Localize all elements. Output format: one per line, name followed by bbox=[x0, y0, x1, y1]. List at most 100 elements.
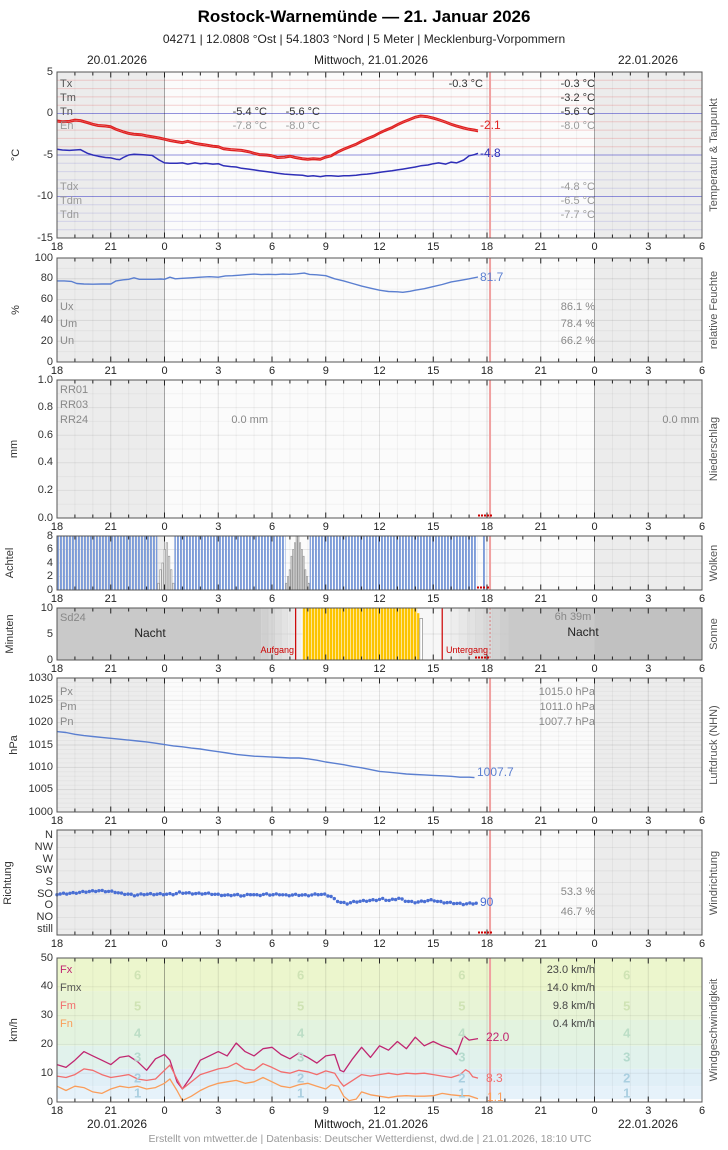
panel-title-label: Luftdruck (NHN) bbox=[708, 705, 720, 785]
y-tick-label: NO bbox=[36, 911, 54, 923]
panel-annotation: -0.3 °C bbox=[560, 78, 595, 90]
hour-tick-label: 6 bbox=[698, 1105, 706, 1117]
y-tick-label: 10 bbox=[40, 1066, 53, 1079]
panel-annotation: 78.4 % bbox=[560, 318, 595, 330]
panel-annotation: 1015.0 hPa bbox=[538, 686, 595, 698]
panel-annotation: 8.3 bbox=[486, 1071, 503, 1085]
y-tick-label: 6 bbox=[46, 543, 53, 555]
axis-unit-label: hPa bbox=[8, 735, 20, 755]
panel-annotation: -5.4 °C bbox=[232, 106, 267, 118]
hour-tick-label: 0 bbox=[161, 365, 168, 377]
hour-tick-label: 0 bbox=[161, 1105, 168, 1117]
panel-annotation: -7.7 °C bbox=[560, 209, 595, 221]
beaufort-band-number: 4 bbox=[458, 1025, 466, 1041]
beaufort-band-number: 1 bbox=[134, 1085, 142, 1101]
beaufort-band-number: 2 bbox=[623, 1070, 631, 1086]
hour-tick-label: 0 bbox=[161, 663, 168, 675]
hour-tick-label: 9 bbox=[322, 663, 329, 675]
hour-tick-label: 9 bbox=[322, 1105, 329, 1117]
panel-annotation: 0.0 mm bbox=[231, 414, 268, 426]
y-tick-label: 80 bbox=[40, 272, 53, 285]
hour-tick-label: 0 bbox=[591, 938, 598, 950]
hour-tick-label: 21 bbox=[534, 1105, 547, 1117]
panel-title-label: Sonne bbox=[708, 618, 720, 650]
beaufort-band-number: 3 bbox=[297, 1049, 305, 1065]
beaufort-band-number: 4 bbox=[623, 1025, 631, 1041]
axis-unit-label: mm bbox=[8, 439, 20, 459]
hour-tick-label: 18 bbox=[50, 593, 64, 605]
hour-tick-label: 18 bbox=[50, 815, 64, 827]
y-tick-label: N bbox=[45, 829, 53, 842]
date-bottom-right: 22.01.2026 bbox=[617, 1117, 679, 1131]
hour-tick-label: 3 bbox=[645, 593, 652, 605]
y-tick-label: 1020 bbox=[28, 716, 53, 729]
y-tick-label: O bbox=[44, 899, 53, 912]
hour-tick-label: 0 bbox=[161, 815, 168, 827]
station-info: 04271 | 12.0808 °Ost | 54.1803 °Nord | 5… bbox=[162, 32, 566, 46]
hour-tick-label: 15 bbox=[427, 593, 440, 605]
hour-tick-label: 0 bbox=[591, 365, 598, 377]
hour-tick-label: 3 bbox=[645, 663, 652, 675]
y-tick-label: 1.0 bbox=[37, 373, 53, 386]
hour-tick-label: 0 bbox=[161, 593, 168, 605]
panel-annotation: Px bbox=[60, 686, 73, 698]
y-tick-label: 2 bbox=[46, 570, 53, 582]
panel-annotation: 66.2 % bbox=[560, 335, 595, 347]
beaufort-band-number: 1 bbox=[297, 1085, 305, 1101]
credit-line: Erstellt von mtwetter.de | Datenbasis: D… bbox=[148, 1133, 592, 1145]
hour-tick-label: 18 bbox=[480, 241, 494, 253]
panel-annotation: En bbox=[60, 120, 74, 132]
hour-tick-label: 21 bbox=[534, 365, 547, 377]
hour-tick-label: 12 bbox=[373, 938, 386, 950]
hour-tick-label: 15 bbox=[427, 1105, 440, 1117]
y-tick-label: SO bbox=[37, 887, 53, 900]
y-tick-label: 1030 bbox=[28, 671, 53, 684]
y-tick-label: NW bbox=[34, 841, 53, 853]
beaufort-band-number: 5 bbox=[134, 998, 142, 1014]
hour-tick-label: 21 bbox=[534, 938, 547, 950]
hour-tick-label: 21 bbox=[534, 521, 547, 533]
panel-annotation: Fx bbox=[60, 964, 73, 976]
y-tick-label: 10 bbox=[40, 601, 53, 614]
panel-annotation: Tdm bbox=[60, 195, 82, 207]
panel-annotation: 6h 39m bbox=[554, 611, 592, 623]
y-tick-label: 30 bbox=[40, 1009, 53, 1022]
hour-tick-label: 6 bbox=[698, 365, 706, 377]
y-tick-label: 1025 bbox=[28, 693, 53, 706]
hour-tick-label: 0 bbox=[591, 241, 598, 253]
panel-annotation: -7.8 °C bbox=[232, 120, 267, 132]
hour-tick-label: 18 bbox=[480, 521, 494, 533]
hour-tick-label: 9 bbox=[322, 521, 329, 533]
panel-annotation: Untergang bbox=[446, 645, 489, 655]
panel-title-label: Windrichtung bbox=[708, 850, 720, 915]
beaufort-band-number: 4 bbox=[297, 1025, 305, 1041]
date-bottom-center: Mittwoch, 21.01.2026 bbox=[313, 1117, 429, 1131]
date-top-right: 22.01.2026 bbox=[617, 53, 679, 67]
beaufort-band-number: 5 bbox=[458, 998, 466, 1014]
panel-annotation: 1007.7 hPa bbox=[538, 716, 595, 728]
hour-tick-label: 15 bbox=[427, 365, 440, 377]
beaufort-band-number: 2 bbox=[297, 1070, 305, 1086]
beaufort-band-number: 1 bbox=[623, 1085, 631, 1101]
hour-tick-label: 6 bbox=[698, 593, 706, 605]
hour-tick-label: 0 bbox=[591, 1105, 598, 1117]
panel-annotation: 1011.0 hPa bbox=[539, 701, 595, 713]
y-tick-label: 100 bbox=[34, 251, 53, 264]
hour-tick-label: 18 bbox=[50, 663, 64, 675]
beaufort-band-number: 2 bbox=[458, 1070, 466, 1086]
y-tick-label: 40 bbox=[40, 980, 53, 993]
hour-tick-label: 21 bbox=[104, 521, 117, 533]
hour-tick-label: 0 bbox=[591, 521, 598, 533]
y-tick-label: 1010 bbox=[28, 760, 53, 773]
hour-tick-label: 18 bbox=[480, 593, 494, 605]
date-bottom-left: 20.01.2026 bbox=[86, 1117, 148, 1131]
hour-tick-label: 6 bbox=[268, 663, 276, 675]
panel-annotation: Aufgang bbox=[260, 645, 294, 655]
hour-tick-label: 18 bbox=[50, 521, 64, 533]
hour-tick-label: 6 bbox=[268, 521, 276, 533]
panel-annotation: 22.0 bbox=[486, 1030, 510, 1044]
hour-tick-label: 3 bbox=[645, 1105, 652, 1117]
panel-annotation: Tx bbox=[60, 78, 73, 90]
hour-tick-label: 3 bbox=[645, 521, 652, 533]
